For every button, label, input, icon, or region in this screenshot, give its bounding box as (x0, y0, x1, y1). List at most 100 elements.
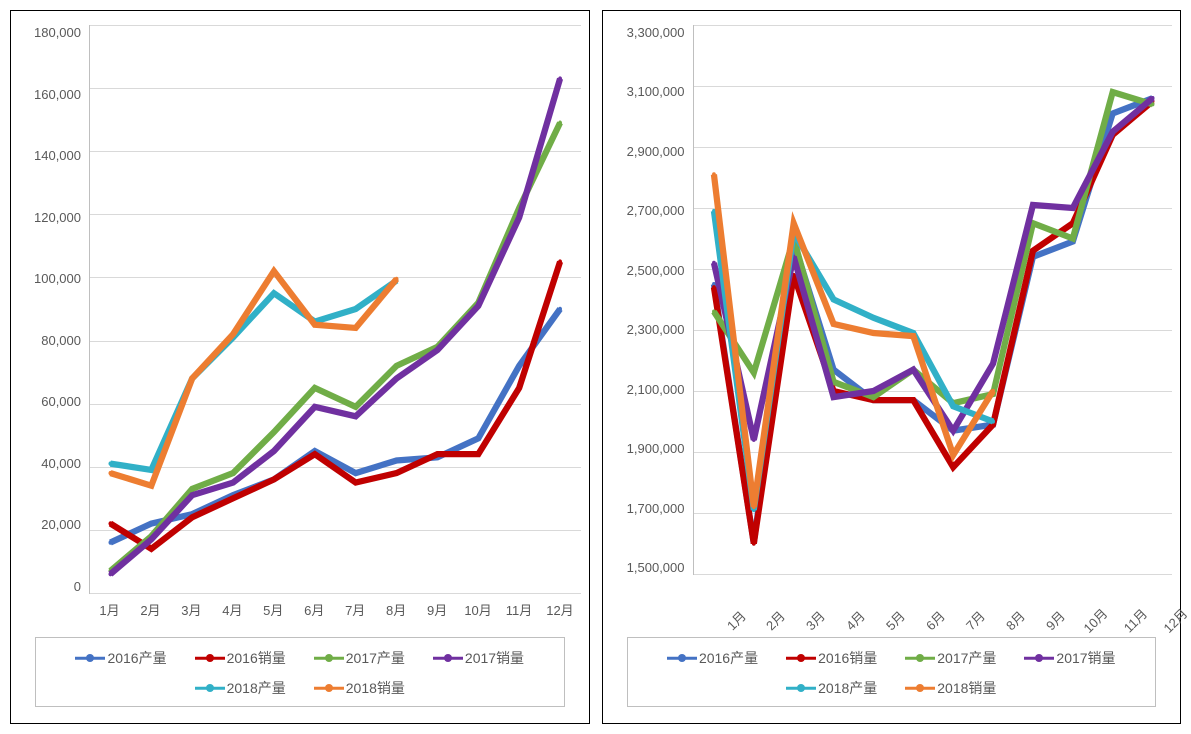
series-marker-p2017 (558, 121, 562, 126)
legend-swatch-s2018 (314, 681, 344, 695)
y-tick-label: 2,500,000 (627, 263, 685, 278)
legend-item-p2017: 2017产量 (905, 648, 996, 668)
series-marker-s2017 (712, 261, 716, 265)
x-axis-right: 1月2月3月4月5月6月7月8月9月10月11月12月 (693, 575, 1173, 619)
x-tick-label: 7月 (335, 594, 376, 619)
series-marker-s2016 (190, 515, 194, 520)
series-marker-s2016 (476, 452, 480, 457)
series-marker-p2018 (871, 316, 875, 320)
legend-swatch-s2016 (195, 651, 225, 665)
y-tick-label: 1,500,000 (627, 560, 685, 575)
y-tick-label: 120,000 (34, 210, 81, 225)
series-marker-s2018 (712, 172, 716, 176)
series-marker-s2016 (354, 480, 358, 485)
series-marker-s2018 (791, 221, 795, 225)
legend-item-p2018: 2018产量 (786, 678, 877, 698)
x-tick-label: 6月 (294, 594, 335, 619)
legend-swatch-p2016 (667, 651, 697, 665)
series-marker-s2018 (190, 376, 194, 381)
series-marker-p2018 (831, 297, 835, 301)
series-marker-p2017 (1070, 236, 1074, 240)
series-marker-s2018 (871, 331, 875, 335)
svg-left (90, 25, 581, 593)
series-marker-p2018 (951, 404, 955, 408)
legend-item-p2016: 2016产量 (667, 648, 758, 668)
x-axis-left: 1月2月3月4月5月6月7月8月9月10月11月12月 (89, 594, 581, 619)
series-marker-s2017 (108, 572, 112, 577)
series-marker-p2018 (108, 461, 112, 466)
legend-swatch-s2017 (433, 651, 463, 665)
series-marker-s2018 (751, 505, 755, 509)
series-marker-s2016 (231, 496, 235, 501)
series-marker-p2017 (751, 371, 755, 375)
series-marker-s2017 (558, 76, 562, 81)
series-marker-s2016 (911, 398, 915, 402)
series-marker-p2016 (354, 471, 358, 476)
x-tick-label: 3月 (171, 594, 212, 619)
y-tick-label: 1,700,000 (627, 501, 685, 516)
y-tick-label: 160,000 (34, 87, 81, 102)
y-tick-label: 40,000 (41, 456, 81, 471)
series-marker-p2018 (272, 291, 276, 296)
series-marker-s2016 (435, 452, 439, 457)
series-marker-s2017 (231, 480, 235, 485)
series-marker-p2016 (149, 521, 153, 526)
series-marker-p2017 (395, 364, 399, 369)
series-marker-p2018 (149, 468, 153, 473)
series-marker-p2016 (1110, 111, 1114, 115)
series-marker-s2018 (313, 323, 317, 328)
series-marker-s2017 (517, 215, 521, 220)
series-marker-s2017 (1070, 206, 1074, 210)
y-tick-label: 2,300,000 (627, 322, 685, 337)
series-marker-p2017 (231, 471, 235, 476)
gridline (694, 574, 1173, 575)
x-tick-label: 4月 (212, 594, 253, 619)
legend-label: 2017产量 (346, 648, 405, 668)
legend-left: 2016产量2016销量2017产量2017销量2018产量2018销量 (35, 637, 565, 707)
series-marker-s2018 (354, 326, 358, 331)
x-tick-label: 12月 (539, 594, 580, 619)
x-tick-label: 5月 (253, 594, 294, 619)
series-marker-s2016 (272, 477, 276, 482)
series-marker-p2017 (1110, 90, 1114, 94)
y-tick-label: 180,000 (34, 25, 81, 40)
series-marker-s2017 (435, 348, 439, 353)
legend-item-p2017: 2017产量 (314, 648, 405, 668)
series-marker-s2016 (517, 386, 521, 391)
series-marker-s2016 (712, 285, 716, 289)
legend-item-s2017: 2017销量 (433, 648, 524, 668)
chart-right: 3,300,0003,100,0002,900,0002,700,0002,50… (602, 10, 1182, 724)
series-marker-s2016 (313, 452, 317, 457)
y-tick-label: 0 (74, 579, 81, 594)
legend-swatch-s2016 (786, 651, 816, 665)
legend-label: 2017产量 (937, 648, 996, 668)
legend-label: 2018销量 (346, 678, 405, 698)
series-marker-s2017 (354, 414, 358, 419)
legend-swatch-p2018 (195, 681, 225, 695)
series-marker-s2017 (991, 361, 995, 365)
series-marker-p2017 (871, 395, 875, 399)
series-line-p2017 (110, 123, 560, 571)
series-marker-p2016 (108, 540, 112, 545)
series-marker-p2018 (354, 307, 358, 312)
legend-label: 2018产量 (818, 678, 877, 698)
series-marker-s2016 (395, 471, 399, 476)
series-marker-s2017 (1031, 203, 1035, 207)
series-marker-s2017 (313, 405, 317, 410)
x-tick-label: 11月 (499, 594, 540, 619)
x-tick-label: 1月 (89, 594, 130, 619)
legend-swatch-p2017 (905, 651, 935, 665)
legend-label: 2017销量 (465, 648, 524, 668)
series-marker-s2017 (1150, 96, 1154, 100)
series-marker-s2016 (149, 547, 153, 552)
y-tick-label: 3,300,000 (627, 25, 685, 40)
y-tick-label: 20,000 (41, 517, 81, 532)
legend-label: 2016产量 (107, 648, 166, 668)
series-marker-s2017 (149, 537, 153, 542)
legend-item-s2016: 2016销量 (195, 648, 286, 668)
y-tick-label: 2,100,000 (627, 382, 685, 397)
series-marker-s2018 (991, 389, 995, 393)
legend-swatch-p2017 (314, 651, 344, 665)
series-marker-s2018 (911, 334, 915, 338)
series-marker-s2018 (149, 483, 153, 488)
